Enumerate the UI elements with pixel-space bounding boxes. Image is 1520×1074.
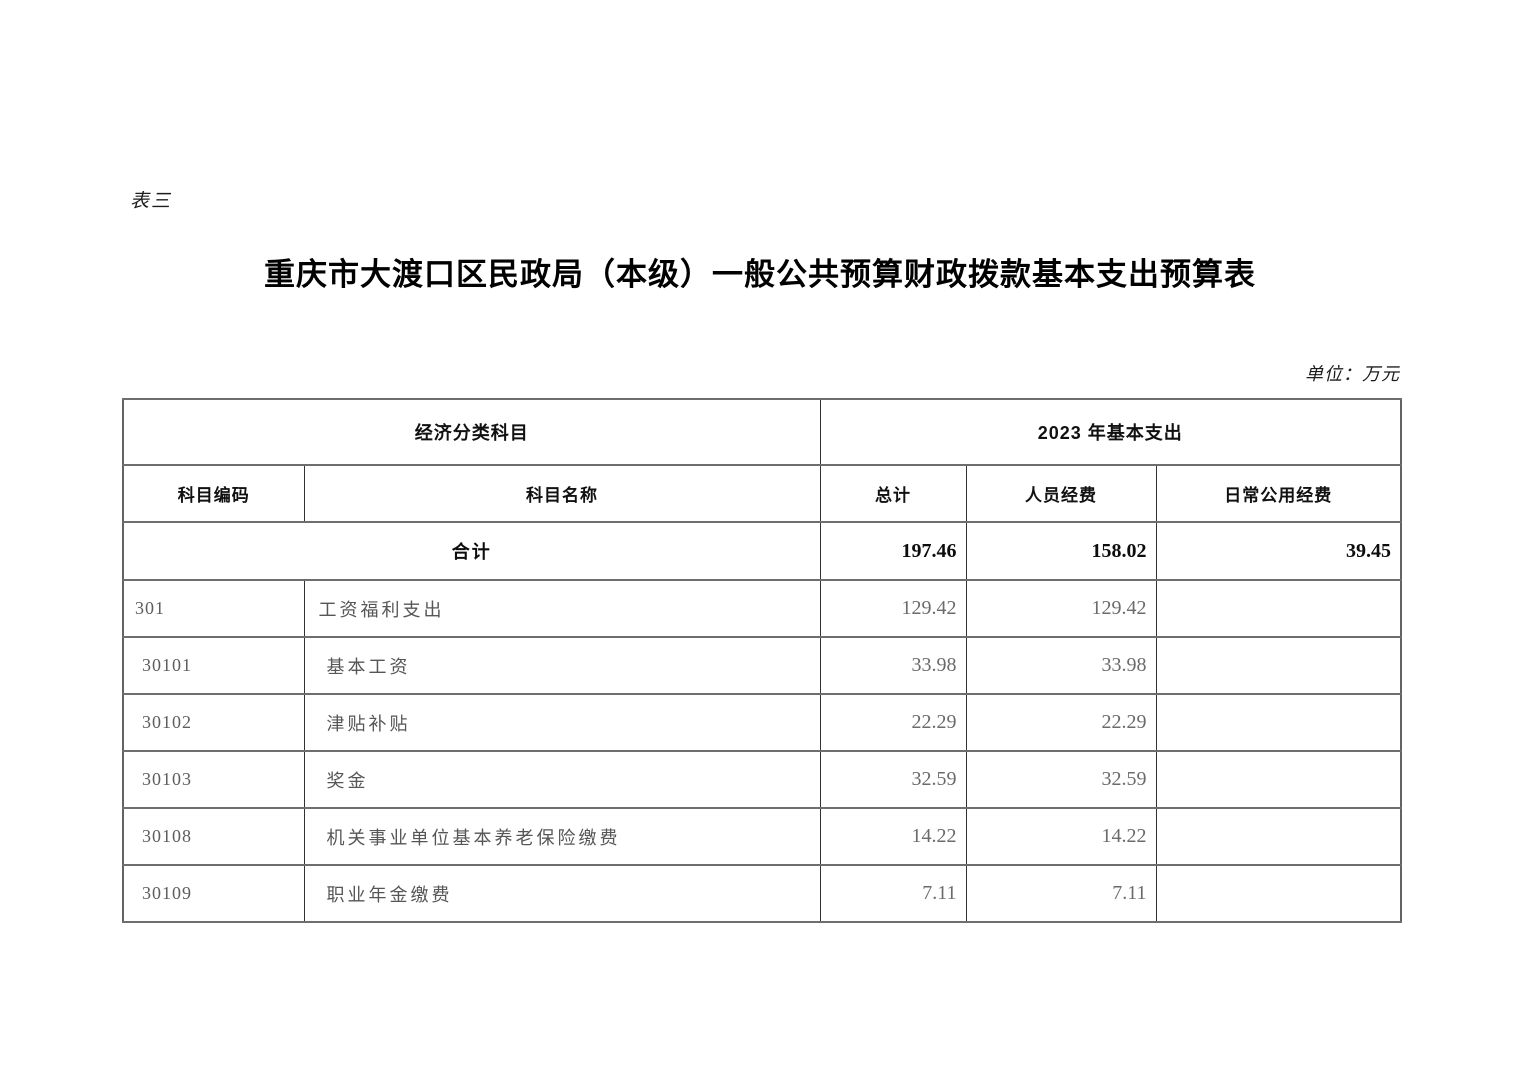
cell-subject-name: 津贴补贴 — [303, 693, 821, 752]
cell-subject-code: 301 — [122, 579, 305, 638]
cell-daily-public — [1155, 750, 1402, 809]
table-row: 30103 奖金 32.59 32.59 — [122, 750, 1402, 809]
column-header-personnel: 人员经费 — [965, 464, 1157, 523]
table-row: 30108 机关事业单位基本养老保险缴费 14.22 14.22 — [122, 807, 1402, 866]
budget-table: 经济分类科目 2023 年基本支出 科目编码 科目名称 总计 人员经费 日常公用… — [122, 398, 1403, 923]
cell-total: 33.98 — [819, 636, 967, 695]
cell-personnel: 129.42 — [965, 579, 1157, 638]
table-row: 301 工资福利支出 129.42 129.42 — [122, 579, 1402, 638]
unit-note: 单位：万元 — [1305, 364, 1400, 384]
cell-daily-public — [1155, 693, 1402, 752]
cell-daily-public — [1155, 807, 1402, 866]
cell-subject-code: 30103 — [122, 750, 305, 809]
cell-total: 14.22 — [819, 807, 967, 866]
table-row: 30102 津贴补贴 22.29 22.29 — [122, 693, 1402, 752]
cell-subject-code: 30108 — [122, 807, 305, 866]
cell-total: 129.42 — [819, 579, 967, 638]
table-row: 30101 基本工资 33.98 33.98 — [122, 636, 1402, 695]
column-header-daily-public: 日常公用经费 — [1155, 464, 1402, 523]
table-number-label: 表三 — [130, 191, 173, 212]
cell-daily-public — [1155, 579, 1402, 638]
cell-subject-name: 职业年金缴费 — [303, 864, 821, 923]
cell-personnel: 14.22 — [965, 807, 1157, 866]
cell-personnel: 32.59 — [965, 750, 1157, 809]
header-columns-row: 科目编码 科目名称 总计 人员经费 日常公用经费 — [122, 464, 1402, 523]
column-header-subject-name: 科目名称 — [303, 464, 821, 523]
total-row-personnel: 158.02 — [965, 521, 1157, 581]
cell-subject-code: 30102 — [122, 693, 305, 752]
cell-personnel: 33.98 — [965, 636, 1157, 695]
cell-total: 7.11 — [819, 864, 967, 923]
table-row: 30109 职业年金缴费 7.11 7.11 — [122, 864, 1402, 923]
cell-personnel: 22.29 — [965, 693, 1157, 752]
header-group-row: 经济分类科目 2023 年基本支出 — [122, 398, 1402, 466]
page-title: 重庆市大渡口区民政局（本级）一般公共预算财政拨款基本支出预算表 — [264, 257, 1256, 292]
cell-subject-code: 30109 — [122, 864, 305, 923]
column-header-subject-code: 科目编码 — [122, 464, 305, 523]
cell-subject-name: 基本工资 — [303, 636, 821, 695]
total-row-label: 合计 — [122, 521, 821, 581]
cell-total: 22.29 — [819, 693, 967, 752]
cell-daily-public — [1155, 864, 1402, 923]
cell-daily-public — [1155, 636, 1402, 695]
header-economic-classification: 经济分类科目 — [122, 398, 821, 466]
column-header-total: 总计 — [819, 464, 967, 523]
cell-subject-name: 奖金 — [303, 750, 821, 809]
cell-personnel: 7.11 — [965, 864, 1157, 923]
cell-subject-code: 30101 — [122, 636, 305, 695]
total-row-total: 197.46 — [819, 521, 967, 581]
cell-total: 32.59 — [819, 750, 967, 809]
total-row: 合计 197.46 158.02 39.45 — [122, 521, 1402, 581]
header-2023-basic-expenditure: 2023 年基本支出 — [819, 398, 1402, 466]
cell-subject-name: 工资福利支出 — [303, 579, 821, 638]
cell-subject-name: 机关事业单位基本养老保险缴费 — [303, 807, 821, 866]
total-row-daily-public: 39.45 — [1155, 521, 1402, 581]
